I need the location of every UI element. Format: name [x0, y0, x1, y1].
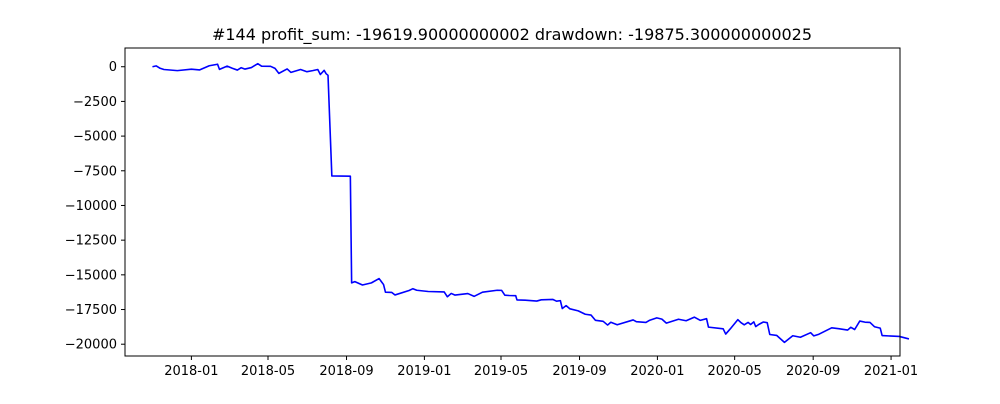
y-tick-label-2: −5000 — [73, 130, 117, 145]
x-tick-label-4: 2019-05 — [474, 364, 528, 379]
x-tick-label-7: 2020-05 — [707, 364, 761, 379]
x-tick-label-6: 2020-01 — [630, 364, 684, 379]
y-tick-label-7: −17500 — [65, 303, 117, 318]
y-tick-label-8: −20000 — [65, 338, 117, 353]
chart-title: #144 profit_sum: -19619.90000000002 draw… — [212, 25, 812, 45]
x-tick-label-8: 2020-09 — [786, 364, 840, 379]
x-tick-label-9: 2021-01 — [864, 364, 918, 379]
plot-frame — [124, 47, 901, 357]
y-tick-label-5: −12500 — [65, 234, 117, 249]
y-tick-label-0: 0 — [109, 60, 117, 75]
y-tick-label-3: −7500 — [73, 164, 117, 179]
y-tick-label-4: −10000 — [65, 199, 117, 214]
x-tick-label-1: 2018-05 — [241, 364, 295, 379]
y-tick-label-6: −15000 — [65, 268, 117, 283]
x-tick-label-5: 2019-09 — [552, 364, 606, 379]
x-tick-label-2: 2018-09 — [319, 364, 373, 379]
x-tick-label-0: 2018-01 — [164, 364, 218, 379]
y-tick-label-1: −2500 — [73, 95, 117, 110]
x-tick-label-3: 2019-01 — [397, 364, 451, 379]
series-line-0 — [152, 62, 910, 344]
